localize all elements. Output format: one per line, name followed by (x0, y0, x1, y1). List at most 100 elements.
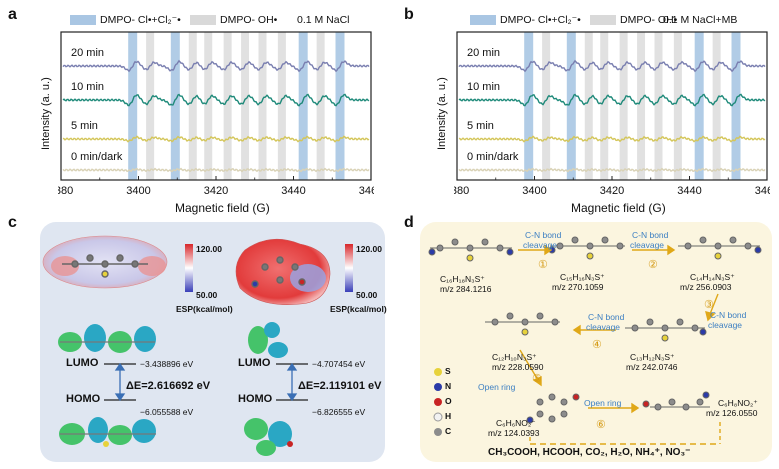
m6-mz: m/z 124.0393 (488, 428, 540, 438)
step-2: ② (648, 259, 658, 271)
panel-b-condition: 0.1 M NaCl+MB (663, 14, 738, 26)
m5-formula: C₁₂H₁₀N₃S⁺ (492, 352, 537, 362)
trace-label: 0 min/dark (71, 151, 123, 163)
left-energy-gap: ΔE=2.616692 eV (126, 380, 211, 392)
trace-0-min-dark (458, 167, 766, 173)
x-tick-label: 3400 (126, 185, 150, 197)
legend-swatch-oh (190, 15, 216, 25)
esp-surface-right (235, 238, 331, 305)
trace-5-min (458, 135, 766, 143)
oh-band (673, 32, 682, 180)
open-ring-label-1: Open ring (478, 382, 516, 392)
cleavage-label-2: cleavage (630, 240, 665, 250)
esp-right-max: 120.00 (356, 244, 382, 254)
right-lumo-energy: −4.707454 eV (312, 359, 366, 369)
trace-20-min (458, 59, 766, 73)
oh-band (654, 32, 663, 180)
legend-cl-text: DMPO- Cl•+Cl₂⁻• (500, 14, 581, 26)
x-tick-label: 3460 (359, 185, 374, 197)
panel-a-chart: 20 min 10 min 5 min 0 min/dark 3380 3400 3420 3… (58, 31, 374, 197)
panel-a-legend-cl: DMPO- Cl•+Cl₂⁻• (70, 14, 181, 26)
esp-right-min: 50.00 (356, 290, 378, 300)
oh-band (146, 32, 155, 180)
cleavage-label-3: cleavage (708, 320, 743, 330)
left-homo-label: HOMO (66, 393, 101, 405)
cn-label-2: C-N bond (632, 230, 669, 240)
panel-d-graphics (428, 236, 762, 445)
trace-10-min (458, 93, 766, 107)
atom-label-o: O (445, 396, 452, 406)
cn-label-1: C-N bond (525, 230, 562, 240)
oh-band (204, 32, 213, 180)
legend-oh-text: DMPO- OH• (220, 14, 278, 26)
panel-b-legend-cl: DMPO- Cl•+Cl₂⁻• (470, 14, 581, 26)
x-tick-label: 3440 (677, 185, 701, 197)
orbital-homo-right (244, 418, 293, 456)
panel-c-box (40, 222, 385, 462)
cleavage-label-4: cleavage (586, 322, 621, 332)
oh-band (241, 32, 250, 180)
m1-mz: m/z 284.1216 (440, 284, 492, 294)
atom-label-h: H (445, 411, 452, 421)
esp-colorbar-left (185, 244, 193, 292)
oh-band (637, 32, 646, 180)
m4-mz: m/z 242.0746 (626, 362, 678, 372)
panel-b-ylabel: Intensity (a. u.) (436, 77, 448, 150)
panel-a-legend-oh: DMPO- OH• (190, 14, 277, 26)
cn-label-3: C-N bond (710, 310, 747, 320)
m6-formula: C₆H₆NO₂⁻ (496, 418, 536, 428)
esp-left-unit: ESP(kcal/mol) (176, 304, 233, 314)
oh-band (188, 32, 197, 180)
panel-c-label: c (8, 214, 17, 231)
x-tick-label: 3400 (522, 185, 546, 197)
panel-a-label: a (8, 6, 17, 23)
panel-c-graphics (42, 235, 353, 456)
trace-10-min (62, 93, 370, 107)
panel-d-label: d (404, 214, 414, 231)
panel-b-xlabel: Magnetic field (G) (571, 201, 666, 215)
panel-b-chart: 20 min 10 min 5 min 0 min/dark 3380 3400 3420 3… (454, 31, 770, 197)
m1-formula: C₁₆H₁₈N₃S⁺ (440, 274, 485, 284)
panel-a-xlabel: Magnetic field (G) (175, 201, 270, 215)
step-4: ④ (592, 339, 602, 351)
cn-label-4: C-N bond (588, 312, 625, 322)
legend-oh-text: DMPO- OH• (620, 14, 678, 26)
panel-a-condition: 0.1 M NaCl (297, 14, 350, 26)
trace-label: 5 min (467, 120, 494, 132)
m7-mz: m/z 126.0550 (706, 408, 758, 418)
m3-mz: m/z 256.0903 (680, 282, 732, 292)
x-tick-label: 3380 (58, 185, 73, 197)
legend-swatch-cl (470, 15, 496, 25)
x-tick-label: 3420 (204, 185, 228, 197)
right-homo-energy: −6.826555 eV (312, 407, 366, 417)
esp-left-min: 50.00 (196, 290, 218, 300)
atom-label-s: S (445, 366, 451, 376)
m7-formula: C₆H₈NO₂⁺ (718, 398, 758, 408)
m4-formula: C₁₃H₁₂N₃S⁺ (630, 352, 675, 362)
step-3: ③ (704, 299, 714, 311)
legend-cl-text: DMPO- Cl•+Cl₂⁻• (100, 14, 181, 26)
esp-left-max: 120.00 (196, 244, 222, 254)
trace-label: 20 min (467, 47, 500, 59)
orbital-homo-left (59, 417, 156, 447)
m5-mz: m/z 228.0590 (492, 362, 544, 372)
cl-band (128, 32, 138, 180)
esp-surface-left (42, 235, 168, 289)
left-lumo-label: LUMO (66, 357, 99, 369)
esp-right-unit: ESP(kcal/mol) (330, 304, 387, 314)
right-homo-label: HOMO (238, 393, 273, 405)
final-products: CH₃COOH, HCOOH, CO₂, H₂O, NH₄⁺, NO₃⁻ (488, 447, 691, 458)
step-5: ⑤ (532, 373, 542, 385)
oh-band (542, 32, 551, 180)
atom-label-n: N (445, 381, 452, 391)
trace-label: 5 min (71, 120, 98, 132)
cl-band (298, 32, 308, 180)
oh-band (619, 32, 628, 180)
reaction-arrows (518, 244, 721, 445)
x-tick-label: 3420 (600, 185, 624, 197)
panel-d-box (420, 222, 772, 462)
oh-band (712, 32, 721, 180)
m3-formula: C₁₄H₁₄N₃S⁺ (690, 272, 735, 282)
cl-band (731, 32, 741, 180)
right-lumo-label: LUMO (238, 357, 271, 369)
